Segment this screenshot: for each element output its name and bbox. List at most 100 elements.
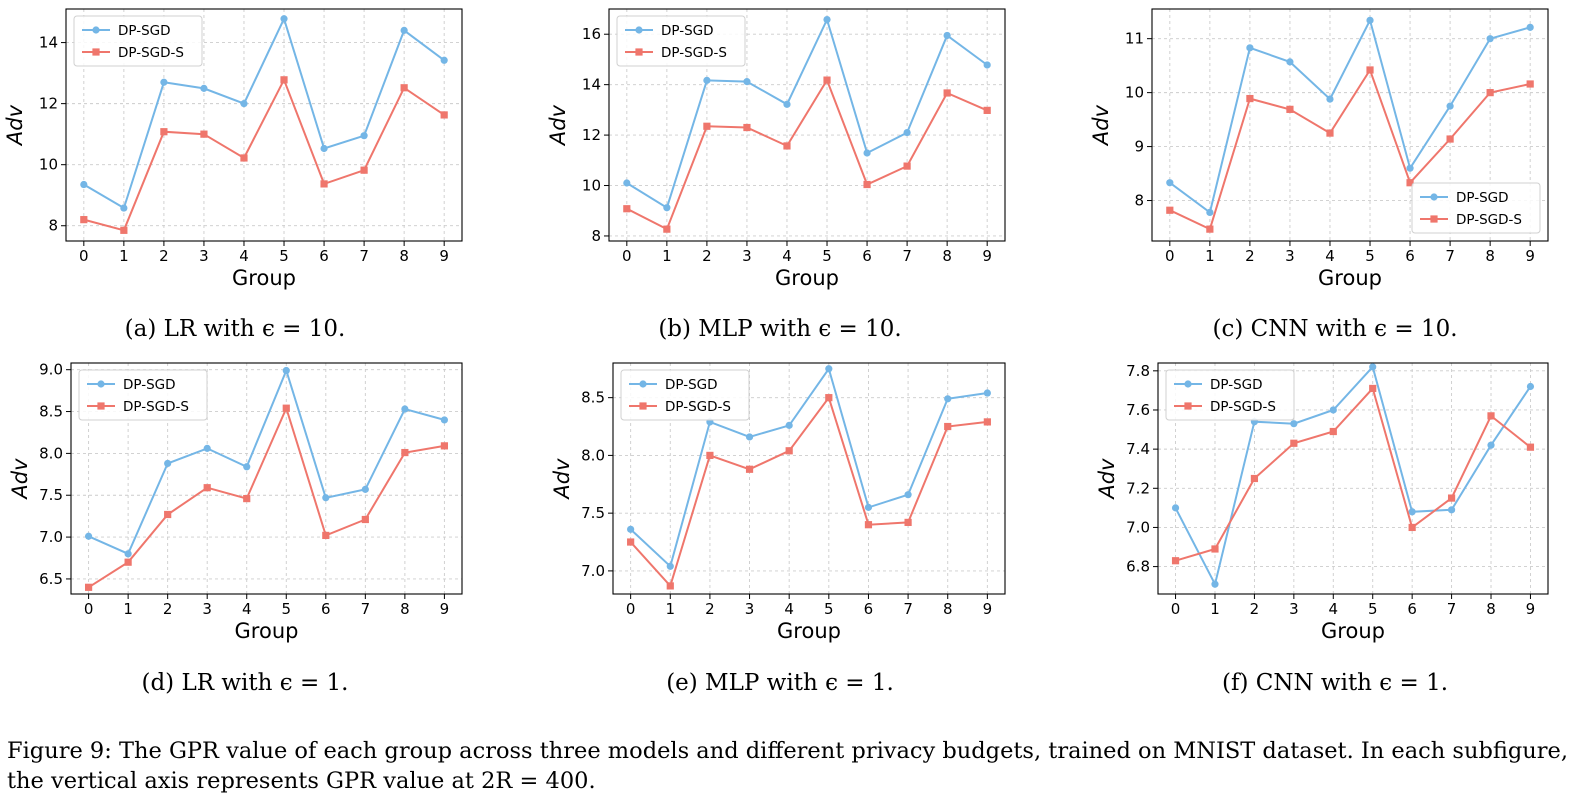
x-axis-label: Group	[232, 266, 296, 290]
x-tick-label: 7	[1447, 600, 1457, 618]
data-point-dp-sgd-s	[1286, 105, 1294, 113]
x-tick-label: 0	[79, 247, 89, 265]
data-point-dp-sgd-s	[783, 142, 791, 150]
legend-marker	[635, 26, 643, 34]
y-tick-label: 7.5	[581, 504, 605, 522]
x-tick-label: 6	[319, 247, 329, 265]
y-tick-label: 7.0	[1126, 518, 1150, 536]
x-tick-label: 1	[666, 600, 676, 618]
x-tick-label: 3	[1289, 600, 1299, 618]
x-tick-label: 4	[784, 600, 794, 618]
data-point-dp-sgd	[124, 550, 132, 558]
y-tick-label: 7.4	[1126, 440, 1150, 458]
data-point-dp-sgd-s	[80, 216, 88, 224]
series-line-dp-sgd	[88, 367, 445, 556]
x-tick-label: 5	[281, 600, 291, 618]
data-point-dp-sgd-s	[944, 422, 952, 431]
data-point-dp-sgd	[743, 78, 751, 86]
data-point-dp-sgd	[864, 503, 873, 511]
data-point-dp-sgd-s	[745, 465, 754, 473]
x-tick-label: 4	[1325, 247, 1335, 265]
y-tick-label: 8.0	[39, 444, 63, 462]
x-tick-label: 9	[1525, 247, 1535, 265]
y-tick-label: 8.5	[39, 403, 63, 421]
x-tick-label: 1	[662, 247, 672, 265]
data-point-dp-sgd	[1486, 35, 1494, 43]
legend-label: DP-SGD-S	[118, 45, 184, 61]
data-point-dp-sgd	[1526, 382, 1535, 391]
y-tick-label: 8	[48, 217, 58, 235]
data-point-dp-sgd-s	[1486, 89, 1494, 97]
data-point-dp-sgd-s	[124, 558, 132, 566]
y-tick-label: 10	[39, 156, 58, 174]
legend-label: DP-SGD-S	[123, 399, 189, 415]
x-tick-label: 2	[159, 247, 169, 265]
legend-label: DP-SGD	[118, 23, 171, 39]
data-point-dp-sgd	[983, 389, 991, 397]
x-axis-label: Group	[235, 619, 299, 643]
y-tick-label: 8.5	[581, 389, 605, 407]
x-tick-label: 9	[1526, 600, 1536, 618]
y-tick-label: 12	[39, 95, 58, 113]
data-point-dp-sgd-s	[904, 518, 912, 526]
x-tick-label: 7	[902, 247, 912, 265]
data-point-dp-sgd	[320, 144, 328, 153]
legend-box	[78, 369, 208, 421]
data-point-dp-sgd-s	[1526, 80, 1534, 88]
legend-marker	[639, 402, 647, 410]
x-tick-label: 2	[1250, 600, 1260, 618]
data-point-dp-sgd	[200, 84, 208, 92]
data-point-dp-sgd-s	[1329, 427, 1337, 436]
data-point-dp-sgd	[785, 421, 793, 429]
x-tick-label: 4	[239, 247, 249, 265]
data-point-dp-sgd	[84, 532, 93, 540]
legend-label: DP-SGD	[123, 377, 176, 393]
series-line-dp-sgd-s	[629, 395, 988, 588]
data-point-dp-sgd	[440, 56, 448, 64]
data-point-dp-sgd-s	[1326, 129, 1334, 137]
x-tick-label: 3	[742, 247, 752, 265]
x-tick-label: 5	[822, 247, 832, 265]
data-point-dp-sgd-s	[903, 162, 911, 170]
legend-label: DP-SGD	[1210, 377, 1263, 393]
data-point-dp-sgd-s	[983, 418, 991, 426]
data-point-dp-sgd	[1171, 504, 1180, 512]
legend-label: DP-SGD-S	[661, 45, 727, 61]
legend-box	[620, 369, 750, 421]
data-point-dp-sgd	[401, 405, 409, 413]
x-tick-label: 1	[123, 600, 133, 618]
y-axis-label: Adv	[546, 104, 570, 147]
x-tick-label: 8	[399, 247, 409, 265]
data-point-dp-sgd-s	[240, 154, 248, 162]
data-point-dp-sgd	[666, 562, 674, 570]
plot-frame	[1157, 362, 1549, 595]
data-point-dp-sgd	[1166, 179, 1174, 187]
legend-marker	[97, 380, 105, 388]
data-point-dp-sgd-s	[785, 447, 793, 455]
data-point-dp-sgd-s	[440, 442, 449, 450]
data-point-dp-sgd	[1329, 406, 1337, 414]
legend-marker	[1184, 380, 1192, 388]
data-point-dp-sgd-s	[825, 394, 833, 402]
data-point-dp-sgd	[783, 100, 791, 108]
legend-marker	[97, 402, 105, 410]
data-point-dp-sgd	[1286, 58, 1294, 66]
data-point-dp-sgd	[1408, 508, 1416, 516]
x-axis-label: Group	[775, 266, 839, 290]
data-point-dp-sgd	[745, 433, 754, 441]
y-tick-label: 7.6	[1126, 401, 1150, 419]
series-line-dp-sgd	[1174, 364, 1532, 588]
x-axis-label: Group	[1321, 619, 1385, 643]
legend-marker	[1184, 402, 1192, 410]
x-tick-label: 6	[862, 247, 872, 265]
y-tick-label: 7.5	[39, 486, 63, 504]
data-point-dp-sgd-s	[983, 106, 991, 114]
x-tick-label: 5	[1368, 600, 1378, 618]
chart-caption: (c) CNN with ϵ = 10.	[1212, 316, 1458, 342]
data-point-dp-sgd	[1290, 420, 1298, 428]
chart-panel-1: 0 1 2 3 4 5 6 7 8 9810121416GroupAdvDP-SGDDP-SGD-…	[546, 8, 1006, 290]
data-point-dp-sgd-s	[160, 128, 168, 136]
x-tick-label: 6	[321, 600, 331, 618]
data-point-dp-sgd	[280, 15, 288, 23]
data-point-dp-sgd-s	[360, 166, 368, 174]
